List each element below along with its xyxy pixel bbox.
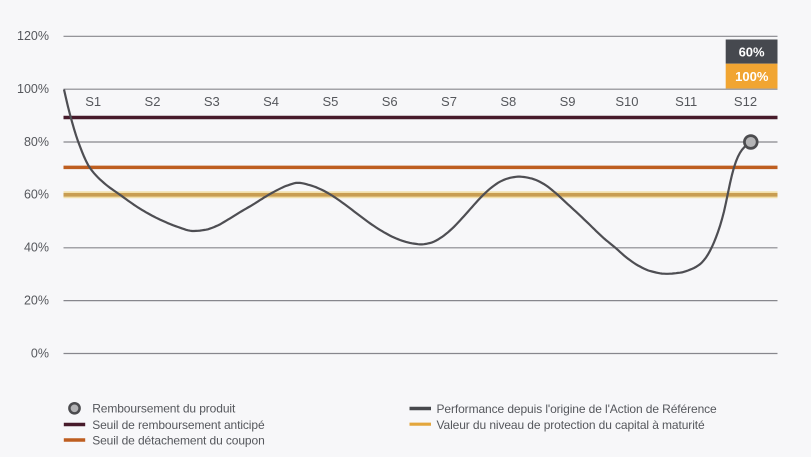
svg-text:80%: 80% — [24, 135, 49, 149]
svg-text:S11: S11 — [675, 94, 697, 109]
svg-text:S5: S5 — [322, 94, 338, 109]
svg-text:S12: S12 — [734, 94, 757, 109]
svg-text:S7: S7 — [441, 94, 457, 109]
svg-text:Seuil de remboursement anticip: Seuil de remboursement anticipé — [92, 418, 265, 432]
svg-text:40%: 40% — [24, 241, 49, 255]
svg-text:Seuil de détachement du coupon: Seuil de détachement du coupon — [92, 433, 264, 447]
svg-text:60%: 60% — [24, 188, 49, 202]
svg-text:100%: 100% — [17, 82, 49, 96]
svg-text:120%: 120% — [17, 29, 49, 43]
svg-text:S2: S2 — [145, 94, 161, 109]
svg-text:S3: S3 — [204, 94, 220, 109]
svg-text:100%: 100% — [735, 69, 769, 84]
svg-text:S6: S6 — [382, 94, 398, 109]
svg-text:S4: S4 — [263, 94, 279, 109]
svg-text:20%: 20% — [24, 293, 49, 307]
svg-text:60%: 60% — [739, 45, 765, 60]
svg-text:S9: S9 — [560, 94, 576, 109]
svg-text:Remboursement du produit: Remboursement du produit — [92, 402, 236, 416]
svg-text:S10: S10 — [615, 94, 638, 109]
svg-text:S8: S8 — [500, 94, 516, 109]
svg-text:Performance depuis l'origine d: Performance depuis l'origine de l'Action… — [437, 402, 718, 416]
svg-text:Valeur du niveau de protection: Valeur du niveau de protection du capita… — [437, 418, 706, 432]
svg-text:0%: 0% — [31, 346, 49, 360]
svg-text:S1: S1 — [85, 94, 101, 109]
